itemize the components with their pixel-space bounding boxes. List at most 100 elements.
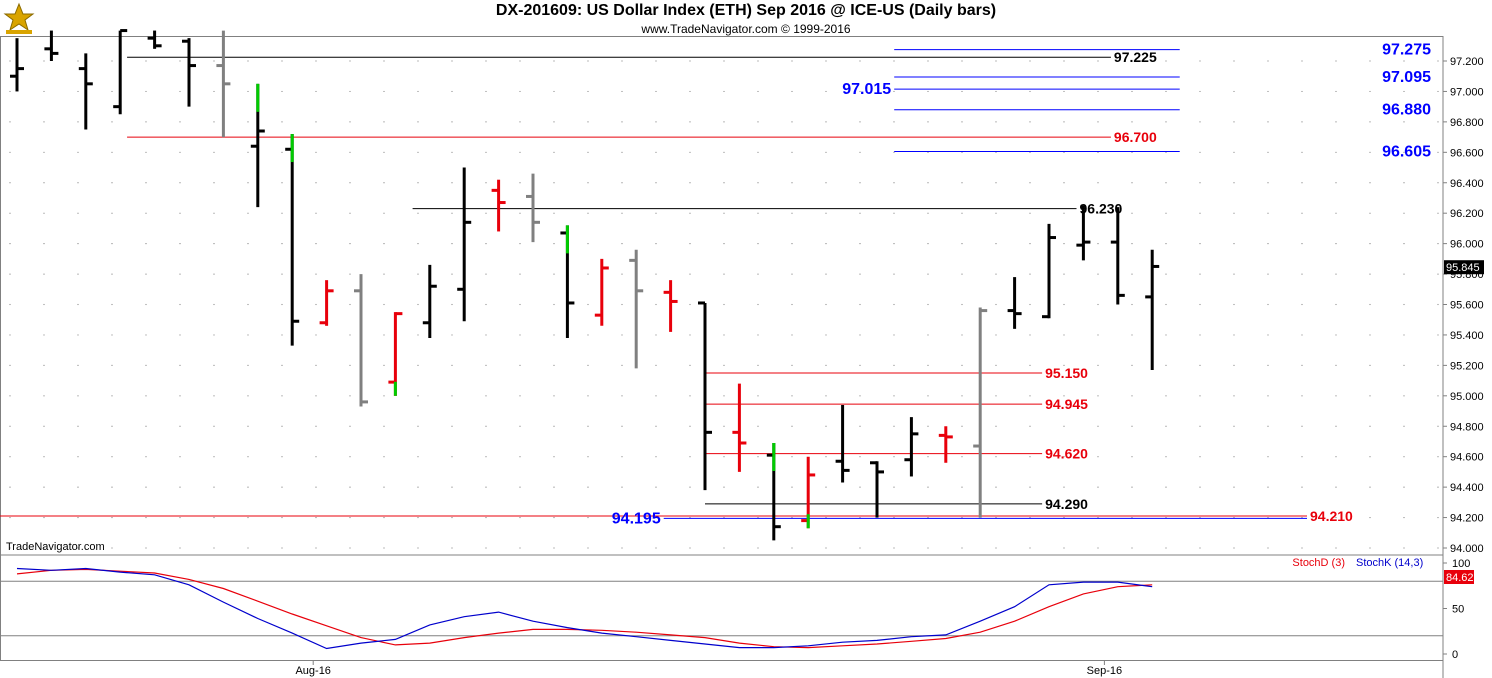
grid-dot [995, 121, 997, 123]
grid-dot [111, 516, 113, 519]
grid-dot [791, 182, 793, 184]
grid-dot [1233, 486, 1235, 488]
level-label: 94.945 [1045, 396, 1088, 412]
grid-dot [43, 212, 45, 214]
grid-dot [1029, 90, 1031, 93]
grid-dot [519, 60, 521, 62]
grid-dot [689, 212, 691, 214]
level-label: 97.015 [842, 81, 891, 98]
grid-dot [1233, 395, 1235, 397]
grid-dot [485, 456, 487, 458]
grid-dot [77, 151, 79, 153]
grid-dot [281, 516, 283, 519]
grid-dot [893, 425, 895, 427]
level-label: 96.230 [1080, 201, 1123, 217]
grid-dot [417, 182, 419, 184]
level-label: 97.095 [1382, 69, 1431, 86]
grid-dot [213, 303, 215, 306]
grid-dot [621, 121, 623, 123]
grid-dot [1097, 456, 1099, 458]
grid-dot [961, 303, 963, 306]
grid-dot [1029, 273, 1031, 275]
grid-dot [417, 212, 419, 214]
grid-dot [519, 456, 521, 458]
grid-dot [179, 364, 181, 366]
grid-dot [859, 60, 861, 62]
grid-dot [1267, 121, 1269, 123]
grid-dot [961, 212, 963, 214]
grid-dot [995, 303, 997, 306]
price-tick-label: 96.400 [1450, 178, 1484, 190]
grid-dot [825, 243, 827, 245]
grid-dot [111, 547, 113, 549]
grid-dot [145, 212, 147, 214]
grid-dot [1063, 547, 1065, 549]
grid-dot [587, 212, 589, 214]
grid-dot [1335, 182, 1337, 184]
grid-dot [1369, 273, 1371, 275]
grid-dot [757, 182, 759, 184]
grid-dot [1029, 303, 1031, 306]
grid-dot [757, 486, 759, 488]
price-tick-label: 97.200 [1450, 56, 1484, 68]
grid-dot [451, 273, 453, 275]
grid-dot [723, 212, 725, 214]
grid-dot [893, 243, 895, 245]
grid-dot [43, 121, 45, 123]
grid-dot [349, 486, 351, 488]
grid-dot [553, 212, 555, 214]
grid-dot [1063, 486, 1065, 488]
grid-dot [179, 273, 181, 275]
grid-dot [417, 60, 419, 62]
grid-dot [43, 486, 45, 488]
grid-dot [1403, 395, 1405, 397]
grid-dot [383, 90, 385, 93]
grid-dot [485, 334, 487, 336]
grid-dot [111, 151, 113, 153]
grid-dot [111, 456, 113, 458]
grid-dot [1335, 547, 1337, 549]
grid-dot [281, 243, 283, 245]
grid-dot [927, 273, 929, 275]
grid-dot [1199, 303, 1201, 306]
grid-dot [961, 273, 963, 275]
stoch-line [16, 567, 1153, 650]
grid-dot [961, 486, 963, 488]
grid-dot [1029, 486, 1031, 488]
grid-dot [1369, 425, 1371, 427]
grid-dot [1131, 212, 1133, 214]
grid-dot [621, 425, 623, 427]
grid-dot [553, 182, 555, 184]
grid-dot [1199, 395, 1201, 397]
grid-dot [1369, 121, 1371, 123]
grid-dot [213, 212, 215, 214]
grid-dot [247, 395, 249, 397]
grid-dot [1301, 486, 1303, 488]
grid-dot [349, 151, 351, 153]
grid-dot [213, 243, 215, 245]
grid-dot [995, 364, 997, 366]
grid-dot [383, 273, 385, 275]
grid-dot [417, 273, 419, 275]
grid-dot [315, 486, 317, 488]
grid-dot [247, 90, 249, 93]
grid-dot [485, 243, 487, 245]
grid-dot [961, 90, 963, 93]
grid-dot [587, 121, 589, 123]
grid-dot [247, 334, 249, 336]
grid-dot [1335, 425, 1337, 427]
grid-dot [1131, 547, 1133, 549]
grid-dot [1267, 60, 1269, 62]
grid-dot [825, 60, 827, 62]
grid-dot [927, 60, 929, 62]
price-tick-label: 95.200 [1450, 360, 1484, 372]
grid-dot [417, 121, 419, 123]
grid-dot [451, 121, 453, 123]
grid-dot [1029, 334, 1031, 336]
grid-dot [621, 273, 623, 275]
grid-dot [349, 364, 351, 366]
grid-dot [723, 456, 725, 458]
level-label: 94.195 [612, 510, 661, 527]
grid-dot [315, 243, 317, 245]
grid-dot [655, 364, 657, 366]
